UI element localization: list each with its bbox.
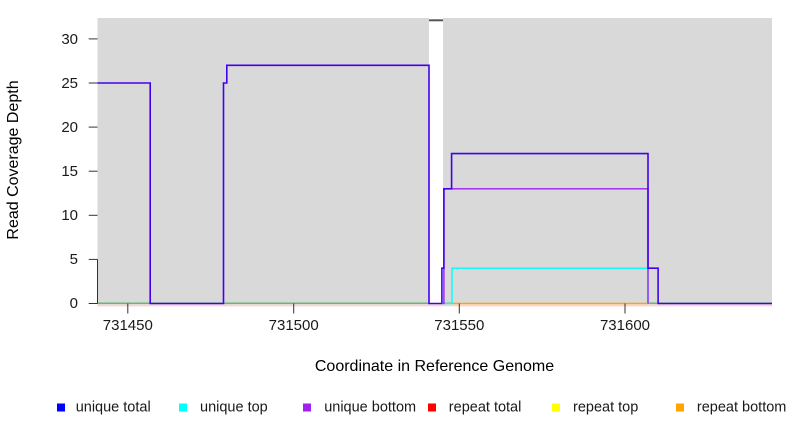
svg-text:repeat top: repeat top [573,399,638,415]
svg-text:repeat bottom: repeat bottom [697,399,786,415]
svg-text:15: 15 [61,163,78,180]
svg-text:731600: 731600 [600,317,650,334]
svg-text:unique total: unique total [76,399,151,415]
svg-text:unique bottom: unique bottom [324,399,416,415]
svg-text:731450: 731450 [103,317,153,334]
svg-text:0: 0 [70,295,78,312]
svg-text:30: 30 [61,31,78,48]
svg-text:Read Coverage Depth: Read Coverage Depth [5,80,22,239]
svg-text:unique top: unique top [200,399,268,415]
svg-text:20: 20 [61,119,78,136]
svg-text:10: 10 [61,207,78,224]
svg-text:731550: 731550 [434,317,484,334]
svg-text:731500: 731500 [269,317,319,334]
svg-text:repeat total: repeat total [449,399,522,415]
svg-text:Coordinate in Reference Genome: Coordinate in Reference Genome [315,358,554,375]
svg-text:25: 25 [61,75,78,92]
svg-text:5: 5 [70,251,78,268]
